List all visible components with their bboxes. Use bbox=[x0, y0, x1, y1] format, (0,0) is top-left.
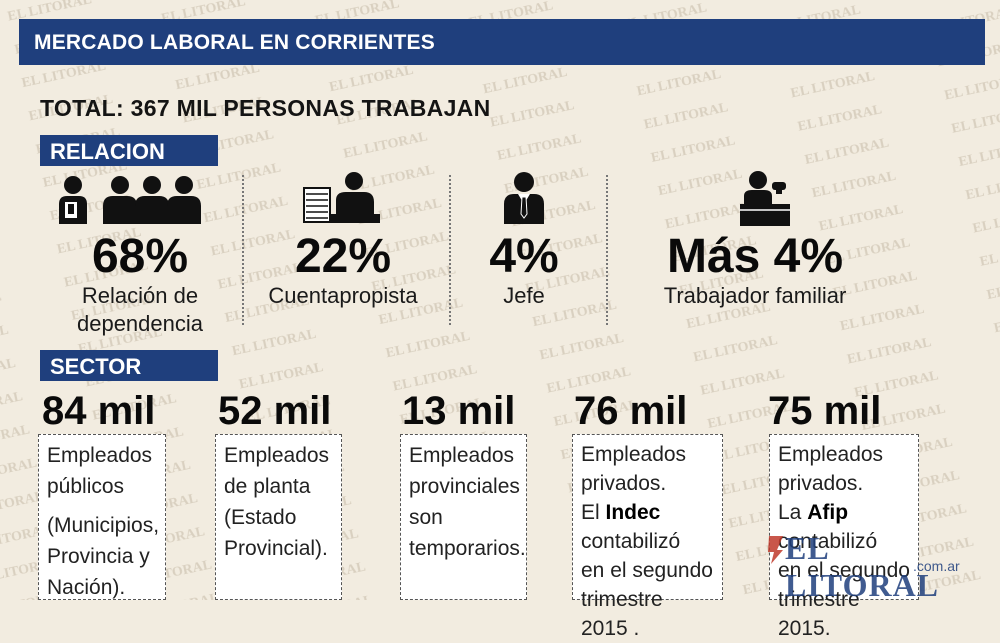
sector-line: La Afip bbox=[778, 498, 911, 527]
sector-line: de planta bbox=[224, 475, 311, 498]
sector-box-publicos: Empleados públicos (Municipios, Provinci… bbox=[38, 434, 166, 600]
sector-line: privados. bbox=[778, 472, 864, 495]
employees-icon bbox=[59, 176, 201, 224]
sector-line: Provincia y bbox=[47, 545, 150, 568]
sector-line: contabilizó bbox=[581, 530, 681, 553]
relacion-item-dependencia: 68% Relación de dependencia bbox=[40, 232, 240, 338]
sector-box-afip: Empleados privados. La Afip contabilizó … bbox=[769, 434, 919, 640]
sector-line: Nación). bbox=[47, 576, 126, 599]
relacion-item-jefe: 4% Jefe bbox=[460, 232, 588, 310]
family-worker-icon bbox=[740, 171, 790, 226]
sector-line-prefix: La bbox=[778, 501, 808, 524]
sector-value: 84 mil bbox=[42, 389, 156, 433]
sector-line: Empleados bbox=[409, 444, 515, 467]
sector-line: Empleados bbox=[224, 444, 330, 467]
divider bbox=[242, 175, 244, 325]
self-employed-desk-icon bbox=[303, 172, 380, 223]
boss-icon bbox=[504, 172, 544, 224]
sector-tag-label: SECTOR bbox=[50, 354, 142, 379]
relacion-label: Relación de bbox=[81, 283, 199, 308]
source-indec: Indec bbox=[605, 501, 661, 524]
page-title: MERCADO LABORAL EN CORRIENTES bbox=[34, 31, 435, 54]
sector-line: El Indec bbox=[581, 498, 715, 527]
source-afip: Afip bbox=[807, 501, 849, 524]
sector-line: (Estado bbox=[224, 506, 297, 529]
relacion-value: 68% bbox=[91, 230, 189, 283]
sector-line: Empleados bbox=[47, 444, 153, 467]
relacion-tag-label: RELACION bbox=[50, 139, 165, 164]
relacion-tag: RELACION bbox=[40, 135, 218, 166]
divider bbox=[449, 175, 451, 325]
sector-line-prefix: El bbox=[581, 501, 606, 524]
relacion-label: Cuentapropista bbox=[268, 283, 418, 308]
sector-box-temporarios: Empleados provinciales son temporarios. bbox=[400, 434, 527, 600]
sector-value: 13 mil bbox=[402, 389, 516, 433]
sector-line: trimestre 2015 . bbox=[581, 588, 663, 640]
el-litoral-logo: EL LITORAL .com.ar bbox=[765, 526, 975, 603]
sector-line: públicos bbox=[47, 475, 125, 498]
sector-line: Provincial). bbox=[224, 537, 328, 560]
divider bbox=[606, 175, 608, 325]
sector-value: 52 mil bbox=[218, 389, 332, 433]
sector-value: 75 mil bbox=[768, 389, 882, 433]
relacion-value: Más 4% bbox=[666, 230, 844, 283]
sector-line: son bbox=[409, 506, 443, 529]
relacion-item-familiar: Más 4% Trabajador familiar bbox=[640, 232, 870, 310]
header-bar: MERCADO LABORAL EN CORRIENTES bbox=[19, 19, 985, 65]
sector-box-planta: Empleados de planta (Estado Provincial). bbox=[215, 434, 342, 600]
sector-line: Empleados bbox=[581, 443, 687, 466]
relacion-value: 22% bbox=[294, 230, 392, 283]
relacion-label: Trabajador familiar bbox=[663, 283, 847, 308]
relacion-label: dependencia bbox=[76, 311, 203, 336]
logo-mark-icon bbox=[768, 536, 783, 564]
relacion-value: 4% bbox=[489, 230, 559, 283]
logo-name: EL LITORAL bbox=[785, 530, 940, 603]
sector-line: Empleados bbox=[778, 443, 884, 466]
total-heading: TOTAL: 367 MIL PERSONAS TRABAJAN bbox=[40, 95, 491, 121]
logo-domain: .com.ar bbox=[913, 558, 960, 574]
sector-line: en el segundo bbox=[778, 559, 910, 582]
relacion-item-cuentapropista: 22% Cuentapropista bbox=[252, 232, 434, 310]
sector-line: (Municipios, bbox=[47, 514, 160, 537]
sector-line: provinciales bbox=[409, 475, 520, 498]
sector-line: en el segundo bbox=[581, 559, 713, 582]
sector-value: 76 mil bbox=[574, 389, 688, 433]
sector-line: privados. bbox=[581, 472, 667, 495]
sector-box-indec: Empleados privados. El Indec contabilizó… bbox=[572, 434, 723, 640]
sector-line: temporarios. bbox=[409, 537, 526, 560]
sector-tag: SECTOR bbox=[40, 350, 218, 381]
sector-line: contabilizó bbox=[778, 530, 878, 553]
relacion-label: Jefe bbox=[503, 283, 545, 308]
